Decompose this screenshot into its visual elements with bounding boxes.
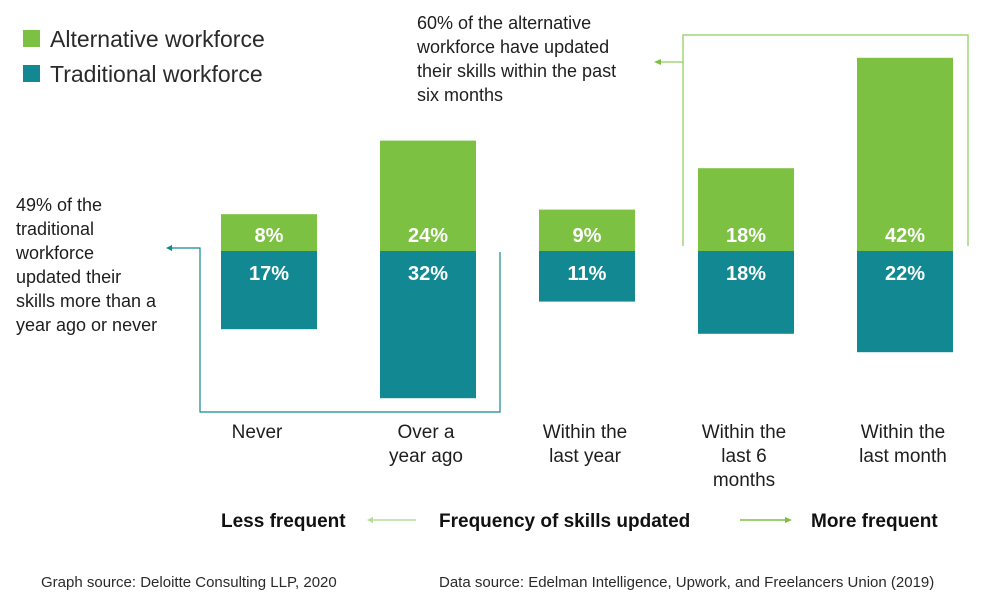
axis-more-frequent: More frequent xyxy=(811,511,938,532)
alternative-pointer-arrow xyxy=(654,59,661,65)
bar-traditional-2 xyxy=(380,251,476,399)
category-label-3: Within the last year xyxy=(543,422,627,467)
alternative-bracket-line xyxy=(682,34,969,246)
annotation-alternative: 60% of the alternative workforce have upd… xyxy=(416,13,616,105)
bar-traditional-4 xyxy=(698,251,794,334)
bar-alternative-3 xyxy=(539,209,635,251)
traditional-bracket-line xyxy=(170,247,501,413)
value-label-alternative-1: 8% xyxy=(255,225,284,247)
value-label-traditional-2: 32% xyxy=(408,263,448,285)
axis-center-caption: Frequency of skills updated xyxy=(439,511,690,532)
bars-group xyxy=(221,57,953,399)
axis-left-arrow-head xyxy=(367,517,373,523)
legend-swatch-alternative xyxy=(23,30,40,47)
bar-alternative-4 xyxy=(698,168,794,251)
axis-less-frequent: Less frequent xyxy=(221,511,346,532)
value-labels-group: 8% 24% 9% 18% 42% 17% 32% 11% 18% 22% xyxy=(249,225,925,285)
value-label-traditional-4: 18% xyxy=(726,263,766,285)
data-source: Data source: Edelman Intelligence, Upwor… xyxy=(439,574,934,591)
legend-label-traditional: Traditional workforce xyxy=(50,61,263,87)
category-labels-group: Never Over a year ago Within the last year Wi… xyxy=(232,422,947,491)
value-label-traditional-5: 22% xyxy=(885,263,925,285)
bar-traditional-3 xyxy=(539,251,635,302)
category-label-1: Never xyxy=(232,422,283,443)
annotations-group: 49% of the traditional workforce updated th… xyxy=(15,13,616,335)
bar-alternative-2 xyxy=(380,140,476,251)
category-label-4: Within the last 6 months xyxy=(702,422,786,491)
value-label-alternative-2: 24% xyxy=(408,225,448,247)
category-label-5: Within the last month xyxy=(859,422,947,467)
bar-alternative-5 xyxy=(857,57,953,251)
value-label-alternative-4: 18% xyxy=(726,225,766,247)
traditional-bracket-arrow xyxy=(166,245,172,251)
legend-label-alternative: Alternative workforce xyxy=(50,26,265,52)
graph-source: Graph source: Deloitte Consulting LLP, 2… xyxy=(41,574,337,591)
value-label-traditional-1: 17% xyxy=(249,263,289,285)
annotation-traditional: 49% of the traditional workforce updated th… xyxy=(15,195,157,335)
category-label-2: Over a year ago xyxy=(389,422,463,467)
legend-swatch-traditional xyxy=(23,65,40,82)
value-label-alternative-3: 9% xyxy=(573,225,602,247)
value-label-traditional-3: 11% xyxy=(568,263,607,285)
value-label-alternative-5: 42% xyxy=(885,225,925,247)
bar-alternative-1 xyxy=(221,214,317,251)
bar-traditional-5 xyxy=(857,251,953,353)
bar-traditional-1 xyxy=(221,251,317,330)
axis-right-arrow-head xyxy=(785,517,792,523)
